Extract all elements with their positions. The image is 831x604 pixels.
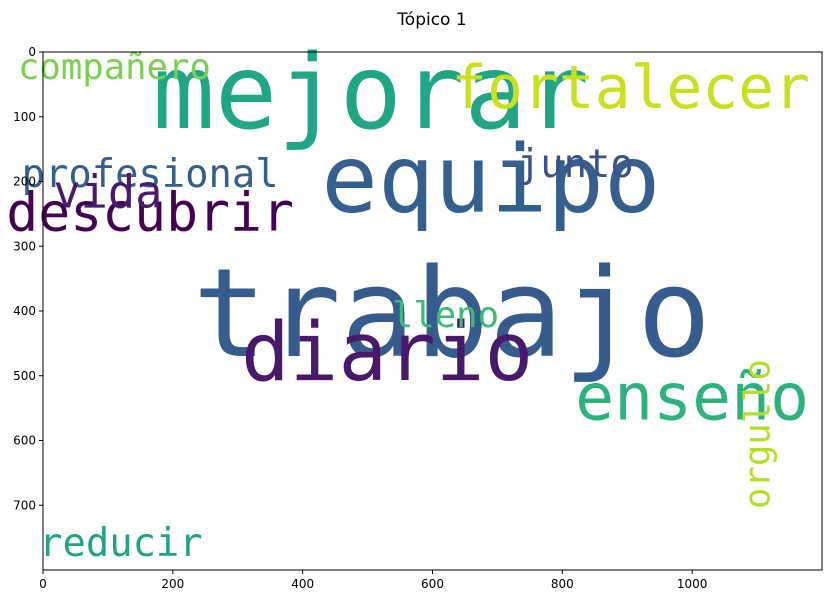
word-10: junto xyxy=(517,142,634,187)
word-6: descubrir xyxy=(6,181,294,243)
word-7: profesional xyxy=(22,152,279,197)
y-tick-label: 200 xyxy=(13,175,36,189)
y-tick-label: 300 xyxy=(13,239,36,253)
x-tick-label: 400 xyxy=(291,577,314,591)
y-tick-label: 100 xyxy=(13,110,36,124)
chart-title: Tópico 1 xyxy=(396,10,466,30)
y-tick-label: 0 xyxy=(28,45,36,59)
word-3: diario xyxy=(241,306,533,400)
y-tick-label: 700 xyxy=(13,498,36,512)
word-12: orgullo xyxy=(738,359,779,509)
word-4: enseño xyxy=(575,361,809,436)
word-8: vida xyxy=(53,165,162,218)
x-tick-label: 1000 xyxy=(677,577,708,591)
word-9: compañero xyxy=(18,47,211,88)
word-2: equipo xyxy=(321,125,660,234)
word-11: lleno xyxy=(392,295,499,336)
x-tick-label: 0 xyxy=(39,577,47,591)
word-1: mejorar xyxy=(153,33,590,153)
y-tick-label: 500 xyxy=(13,369,36,383)
x-tick-label: 200 xyxy=(161,577,184,591)
plot-axes: 0 200 400 600 800 1000 0 100 200 300 400 500 600 700 xyxy=(13,45,823,591)
word-0: trabajo xyxy=(193,243,711,386)
word-13: reducir xyxy=(39,521,203,566)
x-tick-label: 600 xyxy=(421,577,444,591)
y-tick-label: 400 xyxy=(13,304,36,318)
x-tick-label: 800 xyxy=(551,577,574,591)
y-tick-label: 600 xyxy=(13,434,36,448)
word-5: fortalecer xyxy=(451,54,810,123)
